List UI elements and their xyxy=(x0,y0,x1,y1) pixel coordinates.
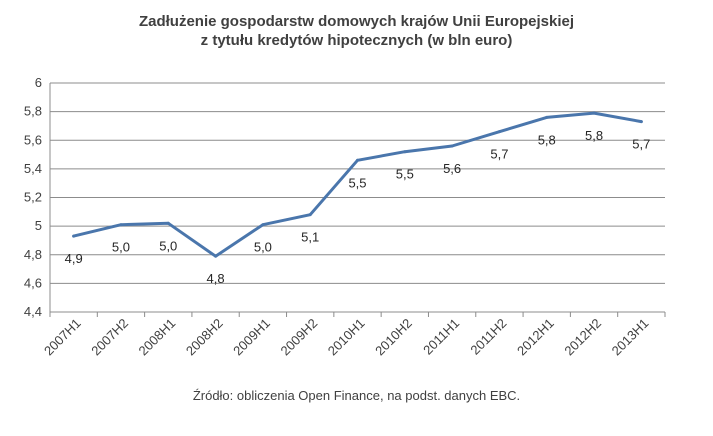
data-label: 5,0 xyxy=(159,238,177,253)
data-point xyxy=(592,111,596,115)
x-tick-label: 2010H1 xyxy=(325,316,368,359)
y-tick-label: 4,4 xyxy=(24,304,42,319)
y-tick-label: 5,2 xyxy=(24,190,42,205)
data-label: 5,1 xyxy=(301,230,319,245)
data-point xyxy=(403,150,407,154)
data-point xyxy=(119,223,123,227)
x-tick-label: 2013H1 xyxy=(609,316,652,359)
x-tick-label: 2009H2 xyxy=(278,316,321,359)
data-point xyxy=(497,130,501,134)
data-label: 5,0 xyxy=(112,240,130,255)
x-tick-label: 2007H1 xyxy=(41,316,84,359)
x-tick-label: 2007H2 xyxy=(88,316,131,359)
x-tick-label: 2011H1 xyxy=(420,316,462,358)
data-point xyxy=(261,223,265,227)
data-point xyxy=(356,158,359,162)
data-point xyxy=(214,254,218,258)
data-label: 4,8 xyxy=(207,271,225,286)
data-label: 5,7 xyxy=(490,147,508,162)
source-note: Źródło: obliczenia Open Finance, na pods… xyxy=(192,388,521,403)
y-tick-label: 5,8 xyxy=(24,104,42,119)
data-label: 5,5 xyxy=(396,167,414,182)
y-tick-label: 4,6 xyxy=(24,275,42,290)
y-tick-label: 6 xyxy=(35,75,42,90)
data-point xyxy=(639,120,643,124)
data-label: 5,5 xyxy=(348,175,366,190)
x-tick-label: 2012H1 xyxy=(514,316,557,359)
y-tick-label: 5,6 xyxy=(24,132,42,147)
data-label: 5,8 xyxy=(585,128,603,143)
x-tick-label: 2008H2 xyxy=(183,316,226,359)
data-label: 4,9 xyxy=(65,251,83,266)
x-tick-label: 2010H2 xyxy=(372,316,415,359)
data-point xyxy=(72,234,76,238)
x-tick-label: 2012H2 xyxy=(561,316,604,359)
chart-title-line-2: z tytułu kredytów hipotecznych (w bln eu… xyxy=(200,32,513,49)
data-label: 5,0 xyxy=(254,240,272,255)
x-tick-label: 2008H1 xyxy=(136,316,179,359)
y-tick-label: 5,4 xyxy=(24,161,42,176)
data-point xyxy=(545,115,549,119)
data-label: 5,8 xyxy=(538,132,556,147)
data-label: 5,6 xyxy=(443,161,461,176)
chart-title: Zadłużenie gospodarstw domowych krajów U… xyxy=(0,12,713,50)
chart-title-line-1: Zadłużenie gospodarstw domowych krajów U… xyxy=(138,13,575,30)
x-tick-label: 2011H2 xyxy=(467,316,509,358)
data-point xyxy=(308,213,312,217)
y-tick-label: 4,8 xyxy=(24,247,42,262)
data-point xyxy=(166,221,170,225)
y-tick-label: 5 xyxy=(35,218,42,233)
data-point xyxy=(450,144,454,148)
x-tick-label: 2009H1 xyxy=(230,316,273,359)
data-label: 5,7 xyxy=(632,137,650,152)
